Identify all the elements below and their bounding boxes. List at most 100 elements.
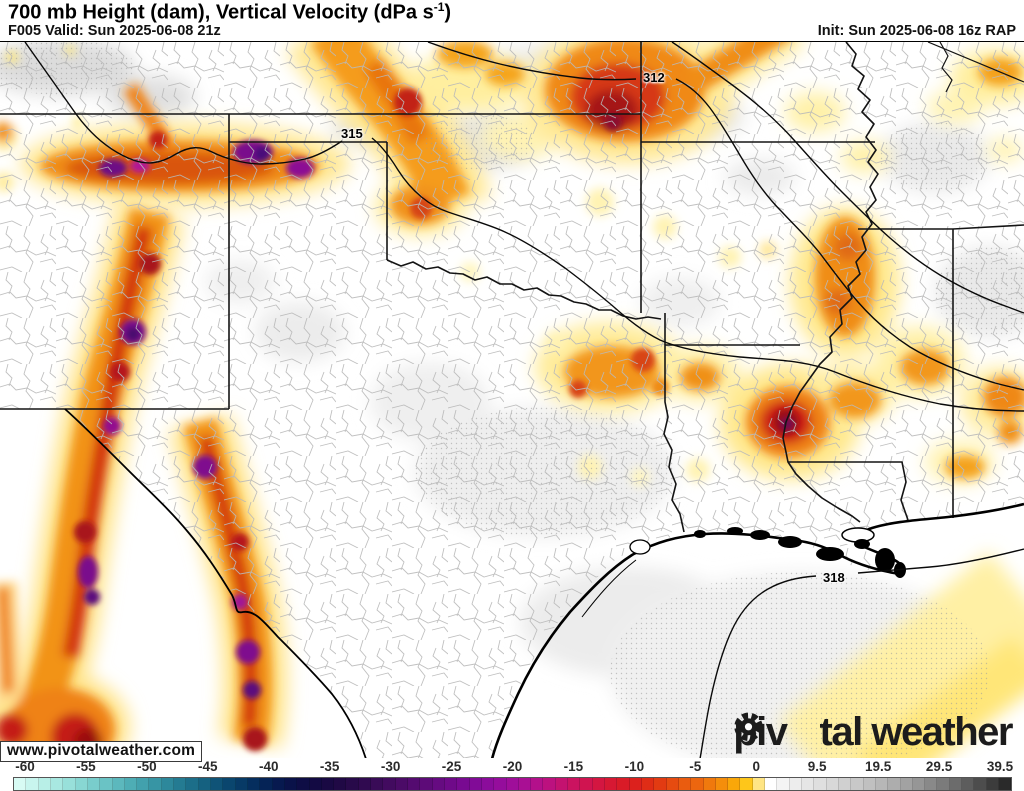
colorbar-segment (592, 778, 605, 790)
colorbar-segment (50, 778, 64, 790)
colorbar-tick: -10 (624, 759, 645, 774)
colorbar-tick: -40 (258, 759, 279, 774)
colorbar-segment (925, 778, 938, 790)
contour-label-318: 318 (823, 570, 845, 585)
colorbar-segment (789, 778, 802, 790)
colorbar-segment (777, 778, 790, 790)
colorbar-segment (740, 778, 753, 790)
height-contours (24, 42, 1024, 759)
colorbar-segment (235, 778, 248, 790)
map-canvas (0, 42, 1024, 759)
colorbar-segment (814, 778, 827, 790)
colorbar-segment (851, 778, 864, 790)
colorbar-segment (691, 778, 704, 790)
colorbar-segment (481, 778, 495, 790)
colorbar-tick: -25 (441, 759, 462, 774)
colorbar-segment (875, 778, 889, 790)
colorbar-segment (149, 778, 162, 790)
colorbar-segment (309, 778, 322, 790)
colorbar-segment (100, 778, 113, 790)
colorbar-segment (654, 778, 667, 790)
colorbar-segment (161, 778, 175, 790)
colorbar-segment (297, 778, 310, 790)
colorbar-tick: 29.5 (925, 759, 953, 774)
colorbar-segment (974, 778, 987, 790)
colorbar-segment (900, 778, 913, 790)
colorbar-segment (888, 778, 901, 790)
colorbar-segment (765, 778, 778, 790)
colorbar-segment (38, 778, 51, 790)
valid-time: F005 Valid: Sun 2025-06-08 21z (8, 23, 221, 39)
contour-318-line (699, 575, 817, 759)
colorbar-segment (211, 778, 224, 790)
colorbar-segment (715, 778, 729, 790)
colorbar-gradient (13, 777, 1012, 791)
colorbar-segment (26, 778, 39, 790)
colorbar-segment (962, 778, 975, 790)
colorbar-segment (444, 778, 458, 790)
colorbar-segment (752, 778, 766, 790)
colorbar-segment (346, 778, 359, 790)
colorbar-segment (518, 778, 532, 790)
colorbar-segment (383, 778, 396, 790)
colorbar-segment (826, 778, 839, 790)
colorbar-segment (186, 778, 199, 790)
header: 700 mb Height (dam), Vertical Velocity (… (0, 0, 1024, 41)
colorbar-segment (666, 778, 679, 790)
colorbar-segment (555, 778, 569, 790)
rio-grande-river (64, 408, 367, 759)
colorbar-tick: -15 (563, 759, 584, 774)
colorbar-segment (728, 778, 741, 790)
colorbar-segment (408, 778, 421, 790)
map-title: 700 mb Height (dam), Vertical Velocity (… (8, 0, 452, 24)
colorbar-tick: 39.5 (986, 759, 1014, 774)
colorbar: -60 -55 -50 -45 -40 -35 -30 -25 -20 -15 -10 -5 0 9.5 1… (0, 758, 1024, 791)
colorbar-segment (124, 778, 138, 790)
colorbar-segment (321, 778, 335, 790)
gear-icon (734, 712, 819, 748)
colorbar-segment (494, 778, 507, 790)
contour-312-line (427, 42, 637, 81)
colorbar-segment (531, 778, 544, 790)
colorbar-segment (358, 778, 372, 790)
contour-315-line (24, 42, 343, 165)
colorbar-segment (629, 778, 642, 790)
colorbar-segment (986, 778, 999, 790)
colorbar-tick: -30 (380, 759, 401, 774)
colorbar-segment (568, 778, 581, 790)
contour-label-312: 312 (643, 70, 665, 85)
colorbar-segment (112, 778, 125, 790)
pivotal-weather-logo: piv tal weather (733, 710, 1013, 754)
colorbar-segment (506, 778, 519, 790)
colorbar-segment (605, 778, 618, 790)
colorbar-segment (802, 778, 815, 790)
init-time: Init: Sun 2025-06-08 16z RAP (817, 23, 1016, 39)
colorbar-segment (580, 778, 593, 790)
colorbar-segment (223, 778, 236, 790)
colorbar-segment (949, 778, 963, 790)
colorbar-segment (838, 778, 852, 790)
colorbar-segment (703, 778, 716, 790)
colorbar-tick: 0 (752, 759, 761, 774)
colorbar-segment (75, 778, 88, 790)
colorbar-segment (137, 778, 150, 790)
contour-309-line (671, 42, 1024, 314)
colorbar-segment (371, 778, 384, 790)
colorbar-segment (284, 778, 298, 790)
state-borders (0, 42, 1024, 533)
watermark: www.pivotalweather.com (0, 741, 203, 762)
colorbar-segment (63, 778, 76, 790)
colorbar-tick: -20 (502, 759, 523, 774)
forecast-map[interactable]: 315 312 318 www.pivotalweather.com piv ta… (0, 41, 1024, 762)
colorbar-segment (457, 778, 470, 790)
colorbar-tick-labels: -60 -55 -50 -45 -40 -35 -30 -25 -20 -15 -10 -5 0 9.5 1… (0, 759, 1024, 775)
colorbar-segment (912, 778, 926, 790)
coastline (490, 502, 1024, 759)
colorbar-segment (937, 778, 950, 790)
colorbar-tick: -5 (689, 759, 702, 774)
colorbar-tick: -50 (137, 759, 157, 774)
colorbar-segment (87, 778, 101, 790)
colorbar-segment (617, 778, 630, 790)
colorbar-segment (260, 778, 273, 790)
